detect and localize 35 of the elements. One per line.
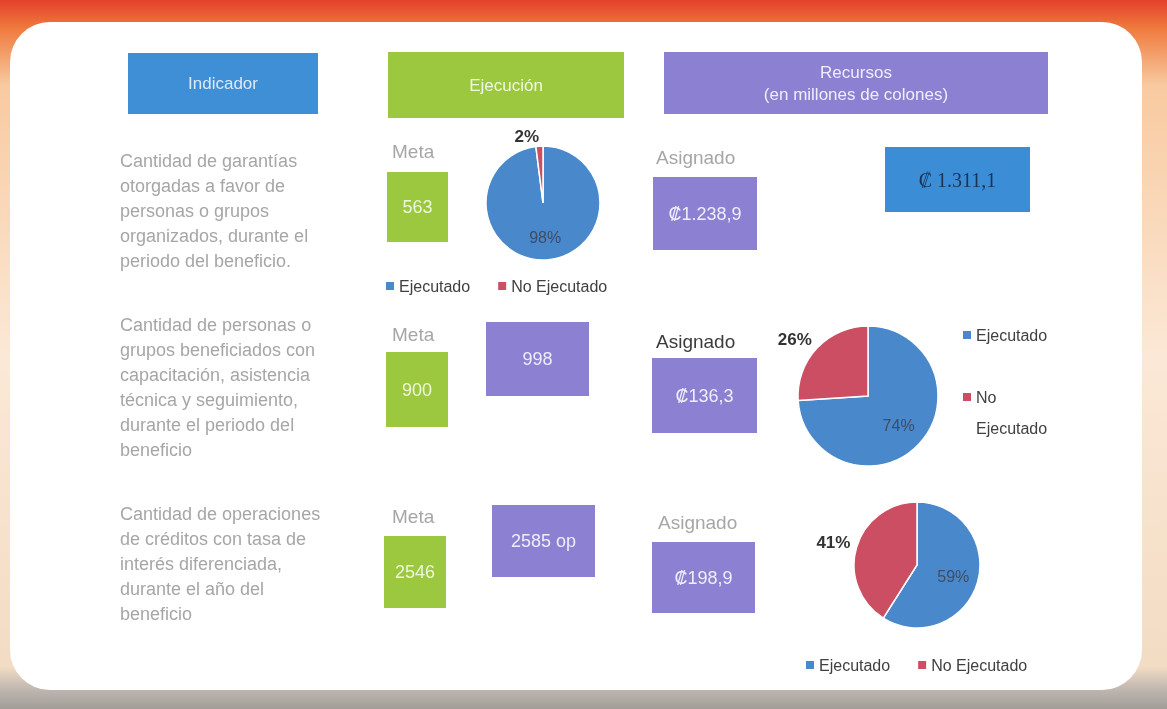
data-label: 74% <box>882 416 915 434</box>
text: Asignado <box>658 512 738 533</box>
pie-slice <box>485 145 601 261</box>
text: Cantidad de garantías otorgadas a favor de personas o grupos organizados, durante el periodo del beneficio. <box>120 151 314 271</box>
text: Meta <box>392 324 435 345</box>
text: ₡198,9 <box>674 567 733 588</box>
text: 900 <box>401 379 433 400</box>
data-label: 59% <box>937 567 970 585</box>
data-label: 2% <box>514 127 540 147</box>
text: Cantidad de personas o grupos beneficiados con capacitación, asistencia técnica y seguimiento, durante el periodo del beneficio <box>120 315 321 460</box>
text: 998 <box>522 349 553 370</box>
text: 2546 <box>394 562 436 583</box>
text: Indicador <box>188 74 259 94</box>
text: 563 <box>402 197 433 218</box>
text: Ejecución <box>469 75 543 95</box>
text: ₡136,3 <box>675 385 734 406</box>
data-label: 41% <box>816 532 851 552</box>
text: Asignado <box>656 147 736 168</box>
legend-label: No Ejecutado <box>931 657 1028 674</box>
text: Cantidad de operaciones de créditos con tasa de interés diferenciada, durante el año del beneficio <box>120 504 326 624</box>
legend-label: No Ejecutado <box>976 389 1048 437</box>
text: Meta <box>392 506 435 527</box>
data-label: 98% <box>529 229 562 247</box>
legend-label: Ejecutado <box>399 278 471 295</box>
legend-label: No Ejecutado <box>511 278 608 295</box>
text: ₡1.238,9 <box>668 203 742 224</box>
text: Meta <box>392 141 435 162</box>
text: ₡ 1.311,1 <box>918 168 997 191</box>
text: 2585 op <box>510 531 577 552</box>
legend-label: Ejecutado <box>819 657 891 674</box>
data-label: 26% <box>777 330 812 350</box>
text: Recursos <box>820 63 892 82</box>
legend-label: Ejecutado <box>976 327 1048 344</box>
text: Asignado <box>656 331 736 352</box>
text: (en millones de colones) <box>763 85 949 104</box>
